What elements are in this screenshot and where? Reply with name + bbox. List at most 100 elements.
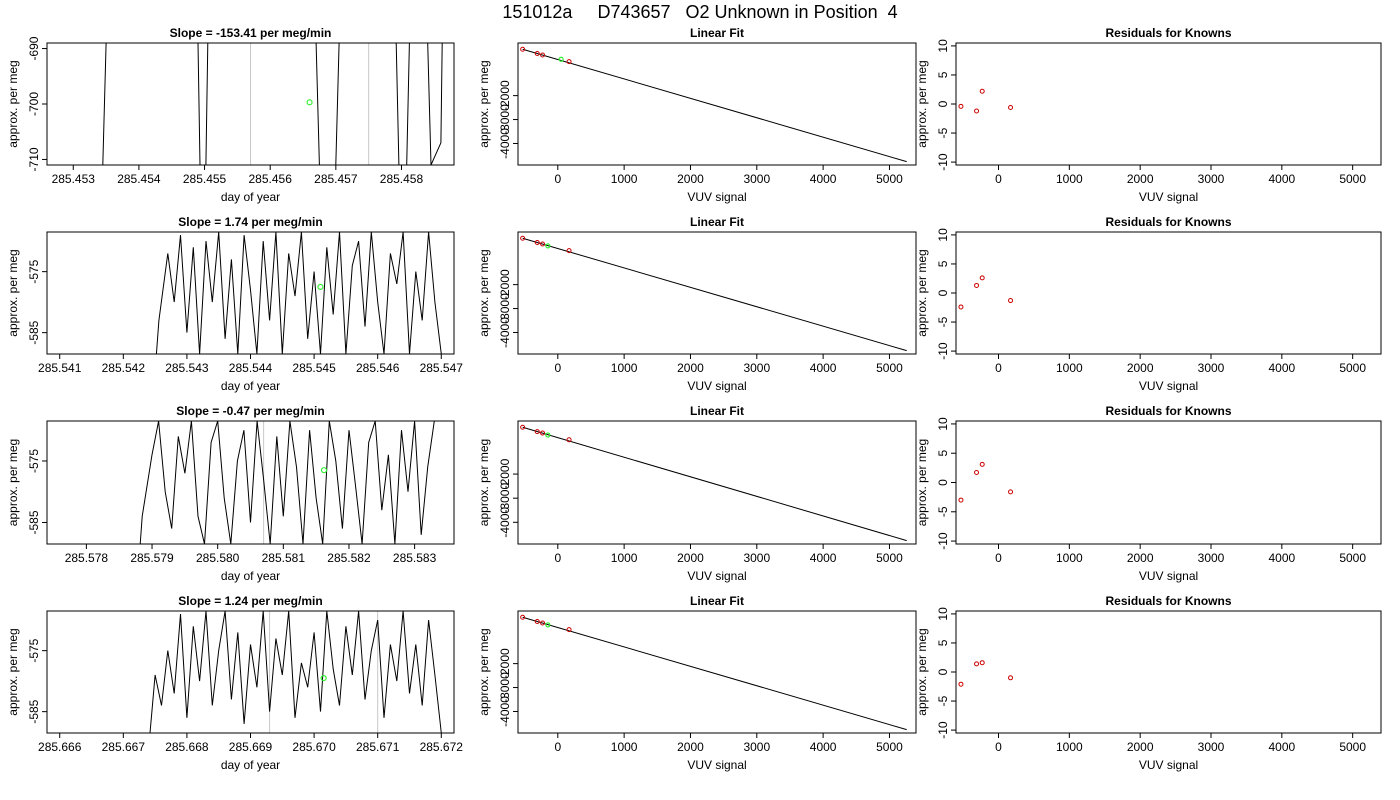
y-tick-label: -710 [27, 147, 41, 171]
y-tick-label: -585 [27, 699, 41, 723]
known-point [534, 429, 540, 435]
unknown-point [558, 56, 564, 62]
x-tick-label: 285.582 [327, 551, 371, 565]
known-point [534, 619, 540, 625]
known-point [1008, 298, 1014, 304]
x-tick-label: 285.580 [196, 551, 240, 565]
x-tick-label: 5000 [1339, 361, 1366, 375]
y-axis-label: approx. per meg [915, 439, 929, 526]
x-tick-label: 285.544 [229, 361, 273, 375]
plot-frame [517, 231, 917, 355]
y-tick-label: 10 [936, 228, 950, 242]
y-tick-label: -5 [936, 506, 950, 517]
x-tick-label: 1000 [611, 361, 638, 375]
panel-title: Residuals for Knowns [1105, 594, 1231, 608]
panel-r1-c3: Residuals for Knowns 0 1000 2000 3000 4000 500… [915, 26, 1382, 204]
panel-r4-c3: Residuals for Knowns 0 1000 2000 3000 4000 500… [915, 594, 1382, 772]
fit-line [522, 616, 907, 731]
x-tick-label: 5000 [1339, 172, 1366, 186]
known-point [958, 304, 964, 310]
y-tick-label: -10 [936, 532, 950, 550]
x-tick-label: 3000 [1198, 361, 1225, 375]
x-tick-label: 1000 [1056, 172, 1083, 186]
y-tick-label: 0 [936, 289, 950, 296]
plot-frame [955, 42, 1382, 166]
x-tick-label: 5000 [876, 361, 903, 375]
y-tick-label: 10 [936, 607, 950, 621]
known-point [540, 52, 546, 58]
known-point [566, 248, 572, 254]
known-point [540, 620, 546, 626]
x-tick-label: 285.542 [102, 361, 146, 375]
x-tick-label: 285.455 [183, 172, 227, 186]
x-axis-label: day of year [221, 379, 280, 393]
y-axis-label: approx. per meg [6, 60, 20, 147]
plot-frame [46, 42, 455, 166]
x-tick-label: 285.547 [420, 361, 464, 375]
x-tick-label: 285.669 [229, 740, 273, 754]
y-tick-label: -2000 [498, 458, 512, 489]
x-tick-label: 285.666 [38, 740, 82, 754]
x-tick-label: 1000 [1056, 551, 1083, 565]
known-point [566, 59, 572, 65]
y-tick-label: 0 [936, 100, 950, 107]
x-tick-label: 3000 [1198, 551, 1225, 565]
y-tick-label: -4000 [498, 507, 512, 538]
known-point [534, 51, 540, 57]
y-tick-label: -4000 [498, 696, 512, 727]
y-tick-label: 0 [936, 668, 950, 675]
x-tick-label: 2000 [1127, 551, 1154, 565]
y-tick-label: -2000 [498, 269, 512, 300]
plot-area [958, 461, 1014, 503]
plot-area [155, 232, 442, 354]
known-point [540, 430, 546, 436]
x-tick-label: 285.541 [38, 361, 82, 375]
panel-title: Slope = 1.74 per meg/min [178, 215, 322, 229]
panel-r3-c3: Residuals for Knowns 0 1000 2000 3000 4000 500… [915, 404, 1382, 583]
y-tick-label: -2000 [498, 80, 512, 111]
y-axis-label: approx. per meg [477, 439, 491, 526]
x-tick-label: 1000 [1056, 361, 1083, 375]
panel-title: Linear Fit [690, 404, 744, 418]
x-tick-label: 4000 [810, 551, 837, 565]
panel-title: Linear Fit [690, 215, 744, 229]
plot-frame [517, 42, 917, 166]
unknown-point [306, 99, 313, 106]
y-tick-label: -690 [27, 36, 41, 60]
y-tick-label: -3000 [498, 104, 512, 135]
x-tick-label: 4000 [1268, 740, 1295, 754]
known-point [540, 241, 546, 247]
fit-line [522, 237, 907, 352]
y-tick-label: 10 [936, 417, 950, 431]
known-point [974, 108, 980, 114]
known-point [566, 627, 572, 633]
x-tick-label: 285.672 [420, 740, 464, 754]
x-tick-label: 2000 [1127, 361, 1154, 375]
x-tick-label: 0 [995, 551, 1002, 565]
plot-area [520, 424, 907, 542]
y-axis-label: approx. per meg [915, 60, 929, 147]
plot-area [520, 46, 907, 163]
y-tick-label: -585 [27, 510, 41, 534]
x-tick-label: 285.546 [356, 361, 400, 375]
panel-title: Residuals for Knowns [1105, 26, 1231, 40]
known-point [1008, 675, 1014, 681]
x-tick-label: 285.458 [380, 172, 424, 186]
plot-area [958, 88, 1014, 114]
y-axis-label: approx. per meg [915, 628, 929, 715]
y-axis-label: approx. per meg [6, 439, 20, 526]
panel-title: Linear Fit [690, 26, 744, 40]
plot-frame [46, 420, 455, 545]
x-tick-label: 285.583 [393, 551, 437, 565]
x-tick-label: 4000 [810, 361, 837, 375]
known-point [1008, 489, 1014, 495]
x-tick-label: 2000 [1127, 740, 1154, 754]
x-tick-label: 3000 [1198, 740, 1225, 754]
panel-r1-c2: Linear Fit 0 1000 2000 3000 4000 5000 -2000-300… [477, 26, 917, 204]
y-tick-label: -575 [27, 638, 41, 662]
x-tick-label: 285.453 [52, 172, 96, 186]
x-tick-label: 5000 [876, 551, 903, 565]
x-axis-label: VUV signal [687, 569, 746, 583]
panel-title: Linear Fit [690, 594, 744, 608]
plot-area [958, 660, 1014, 687]
